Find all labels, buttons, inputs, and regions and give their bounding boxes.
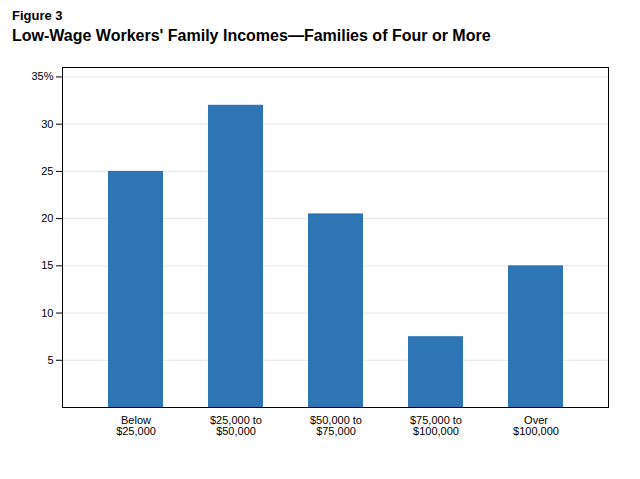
svg-text:$75,000 to$100,000: $75,000 to$100,000 bbox=[410, 414, 462, 437]
html-text:Low-Wage Workers' Family Incom: Low-Wage Workers' Family Incomes—Familie… bbox=[12, 27, 491, 44]
svg-text:Below$25,000: Below$25,000 bbox=[116, 414, 156, 437]
svg-text:35%: 35% bbox=[31, 70, 53, 82]
svg-text:Over$100,000: Over$100,000 bbox=[513, 414, 559, 437]
svg-text:20: 20 bbox=[41, 212, 53, 224]
svg-text:10: 10 bbox=[41, 307, 53, 319]
svg-text:5: 5 bbox=[47, 354, 53, 366]
svg-text:$25,000 to$50,000: $25,000 to$50,000 bbox=[210, 414, 262, 437]
svg-text:$50,000 to$75,000: $50,000 to$75,000 bbox=[310, 414, 362, 437]
svg-text:15: 15 bbox=[41, 259, 53, 271]
svg-text:25: 25 bbox=[41, 165, 53, 177]
html-text:Figure 3: Figure 3 bbox=[12, 8, 63, 23]
svg-text:30: 30 bbox=[41, 118, 53, 130]
